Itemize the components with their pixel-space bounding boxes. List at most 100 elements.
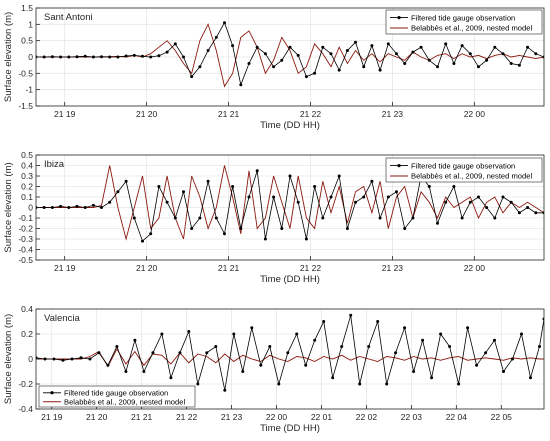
y-tick-label: 0.4 xyxy=(21,304,33,314)
data-point-observation xyxy=(231,185,235,188)
data-point-observation xyxy=(91,203,95,207)
data-point-observation xyxy=(151,351,155,355)
data-point-observation xyxy=(141,239,144,243)
data-point-observation xyxy=(411,50,415,54)
y-tick-label: 0.2 xyxy=(21,329,33,339)
legend-marker-observation xyxy=(397,164,401,168)
legend-box xyxy=(385,9,543,35)
data-point-observation xyxy=(205,351,209,355)
x-axis-label: Time (DD HH) xyxy=(260,120,320,131)
data-point-observation xyxy=(277,382,281,386)
data-point-observation xyxy=(67,55,71,59)
data-point-observation xyxy=(296,53,300,57)
data-point-observation xyxy=(354,40,357,44)
data-point-observation xyxy=(427,185,431,188)
y-tick-label: -0.5 xyxy=(18,68,33,78)
data-point-observation xyxy=(403,227,407,230)
data-point-observation xyxy=(59,204,63,208)
data-point-observation xyxy=(149,232,153,236)
data-point-observation xyxy=(354,200,357,204)
data-point-observation xyxy=(321,45,325,49)
data-point-observation xyxy=(436,221,439,225)
data-point-observation xyxy=(520,332,523,336)
data-point-observation xyxy=(329,52,333,56)
data-point-observation xyxy=(501,195,505,199)
data-point-observation xyxy=(141,54,144,58)
data-point-observation xyxy=(436,65,439,69)
data-point-observation xyxy=(517,211,521,215)
data-point-observation xyxy=(331,376,335,380)
y-axis-label: Surface elevation (m) xyxy=(3,12,14,102)
data-point-observation xyxy=(116,190,120,194)
y-tick-label: 1.5 xyxy=(21,3,33,13)
data-point-observation xyxy=(231,44,235,48)
data-point-observation xyxy=(206,179,210,183)
data-point-observation xyxy=(160,332,164,336)
legend: Filtered tide gauge observation Belabbès … xyxy=(385,9,543,35)
data-point-observation xyxy=(304,237,308,241)
station-label: Ibiza xyxy=(44,159,65,170)
data-point-observation xyxy=(79,356,83,360)
y-tick-label: 0.5 xyxy=(21,150,33,160)
data-point-observation xyxy=(370,179,374,183)
x-tick-label: 21 20 xyxy=(136,263,158,273)
y-tick-label: 0 xyxy=(28,203,33,213)
data-point-observation xyxy=(223,21,226,25)
x-tick-label: 22 03 xyxy=(401,412,423,422)
data-point-observation xyxy=(133,338,137,342)
data-point-observation xyxy=(362,65,366,69)
y-tick-label: -0.4 xyxy=(18,245,33,255)
data-point-observation xyxy=(460,216,464,220)
data-point-observation xyxy=(509,200,513,204)
legend-box xyxy=(38,385,196,408)
data-point-observation xyxy=(91,55,95,59)
data-point-observation xyxy=(214,35,218,39)
data-point-observation xyxy=(444,200,448,204)
x-tick-label: 22 00 xyxy=(266,412,288,422)
data-point-observation xyxy=(477,195,480,199)
data-point-observation xyxy=(485,206,489,209)
y-axis-label: Surface elevation (m) xyxy=(3,314,14,404)
data-point-observation xyxy=(534,52,538,56)
y-tick-label: 0 xyxy=(28,354,33,364)
y-tick-label: -1 xyxy=(25,85,33,95)
y-tick-label: 0.2 xyxy=(21,182,33,192)
x-tick-label: 21 19 xyxy=(54,263,76,273)
data-point-observation xyxy=(59,55,63,59)
data-point-observation xyxy=(395,52,398,56)
data-point-observation xyxy=(50,206,54,209)
data-point-observation xyxy=(295,332,299,336)
data-point-observation xyxy=(223,232,226,236)
x-tick-label: 22 04 xyxy=(446,412,468,422)
data-point-observation xyxy=(394,351,398,355)
data-point-observation xyxy=(214,216,218,220)
legend-label-observation: Filtered tide gauge observation xyxy=(64,388,168,397)
data-point-observation xyxy=(142,370,146,373)
y-tick-label: -0.4 xyxy=(18,404,33,414)
data-point-observation xyxy=(452,185,456,188)
series-line-model xyxy=(36,348,544,368)
data-point-observation xyxy=(452,62,456,65)
y-tick-label: 0.5 xyxy=(21,36,33,46)
x-tick-label: 21 22 xyxy=(300,263,322,273)
y-tick-label: 0 xyxy=(28,52,33,62)
data-point-observation xyxy=(132,216,136,220)
x-tick-label: 21 23 xyxy=(382,109,404,119)
legend-marker-observation xyxy=(397,16,401,20)
data-point-observation xyxy=(124,179,128,183)
data-point-observation xyxy=(439,332,443,336)
x-tick-label: 21 22 xyxy=(176,412,198,422)
data-point-observation xyxy=(259,363,263,367)
data-point-observation xyxy=(386,195,390,199)
data-point-observation xyxy=(526,206,530,209)
legend-label-model: Belabbès et al., 2009, nested model xyxy=(411,24,532,33)
x-tick-label: 22 00 xyxy=(464,109,486,119)
data-point-observation xyxy=(173,216,177,220)
data-point-observation xyxy=(321,216,325,220)
data-point-observation xyxy=(214,345,218,348)
data-point-observation xyxy=(83,206,87,209)
data-point-observation xyxy=(288,45,292,49)
data-point-observation xyxy=(198,65,202,69)
data-point-observation xyxy=(444,42,448,46)
data-point-observation xyxy=(430,376,434,380)
